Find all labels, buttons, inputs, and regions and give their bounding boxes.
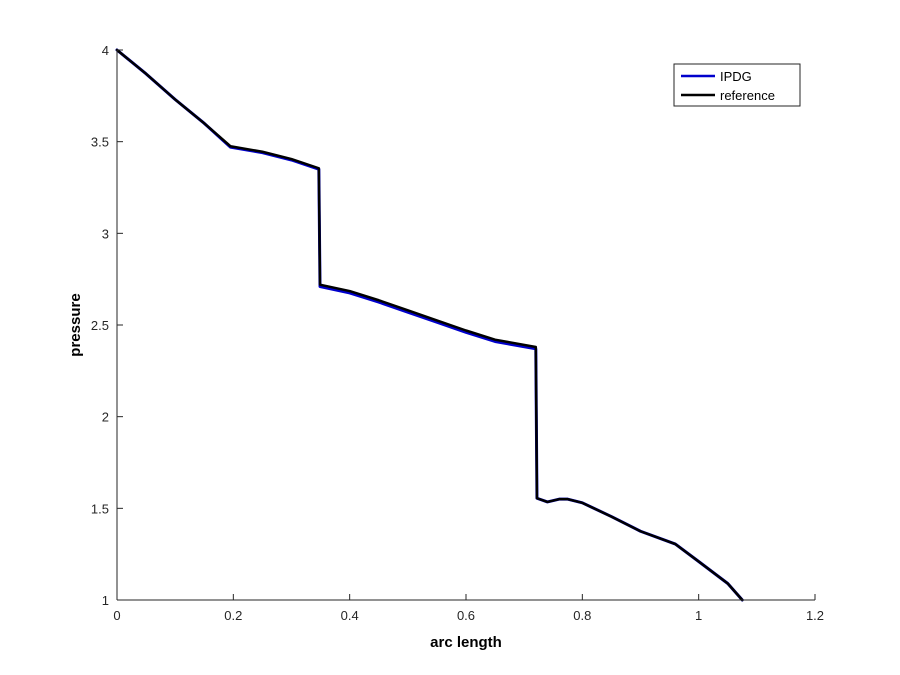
series-line-reference [115,48,744,602]
y-tick-label: 3 [102,226,109,241]
legend-label-ipdg: IPDG [720,69,752,84]
legend-label-reference: reference [720,88,775,103]
y-tick-label: 1.5 [91,501,109,516]
legend: IPDG reference [673,63,801,107]
y-ticks: 1 1.5 2 2.5 3 3.5 4 [91,43,123,608]
x-tick-label: 0.4 [341,608,359,623]
y-tick-label: 3.5 [91,135,109,150]
x-tick-label: 0 [113,608,120,623]
plot-area [117,50,815,600]
x-ticks: 0 0.2 0.4 0.6 0.8 1 1.2 [113,594,824,623]
y-axis-title: pressure [67,293,84,356]
x-axis-title: arc length [430,634,502,651]
x-tick-label: 0.6 [457,608,475,623]
y-tick-label: 4 [102,43,109,58]
x-tick-label: 0.2 [224,608,242,623]
legend-box [673,63,801,107]
y-tick-label: 2.5 [91,318,109,333]
x-tick-label: 0.8 [573,608,591,623]
x-tick-label: 1.2 [806,608,824,623]
y-tick-label: 2 [102,410,109,425]
x-tick-label: 1 [695,608,702,623]
series-layer [115,48,744,602]
y-tick-label: 1 [102,593,109,608]
